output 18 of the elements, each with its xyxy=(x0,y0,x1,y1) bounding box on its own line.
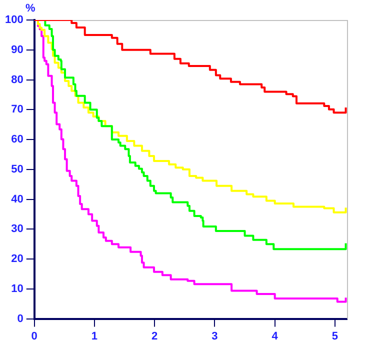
y-tick-label: 40 xyxy=(11,193,24,206)
y-tick-label: 90 xyxy=(11,44,24,56)
y-tick-label: 30 xyxy=(11,223,24,236)
x-tick-label: 1 xyxy=(91,330,98,342)
y-tick-label: 60 xyxy=(11,134,24,146)
x-tick-label: 0 xyxy=(31,330,38,342)
y-tick-label: 70 xyxy=(11,104,24,116)
y-axis-title: % xyxy=(25,2,36,15)
x-tick-label: 2 xyxy=(152,330,158,342)
y-tick-label: 0 xyxy=(17,312,24,325)
x-tick-label: 4 xyxy=(272,330,279,342)
y-tick-label: 20 xyxy=(11,253,24,266)
y-tick-label: 10 xyxy=(11,282,24,295)
x-tick-label: 3 xyxy=(212,330,218,342)
x-tick-label: 5 xyxy=(332,330,338,342)
y-tick-label: 100 xyxy=(4,14,24,26)
y-tick-label: 80 xyxy=(11,74,24,86)
y-tick-label: 50 xyxy=(11,163,24,176)
